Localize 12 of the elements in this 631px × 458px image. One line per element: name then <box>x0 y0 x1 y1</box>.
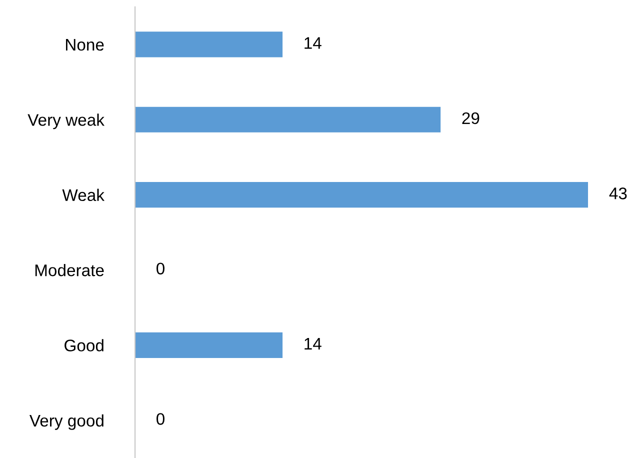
y-tick-label: Very weak <box>28 114 105 130</box>
data-label: 29 <box>462 112 480 124</box>
y-tick-label: Good <box>64 339 104 352</box>
y-tick-label: None <box>66 39 104 51</box>
y-tick-label: Weak <box>62 188 105 202</box>
y-tick-label: Very good <box>29 414 104 430</box>
data-label: 14 <box>304 338 322 350</box>
data-label: 0 <box>156 262 164 275</box>
y-tick-label: Moderate <box>35 264 104 276</box>
data-label: 0 <box>156 413 164 425</box>
data-label: 43 <box>609 188 627 200</box>
data-label: 14 <box>304 37 322 49</box>
